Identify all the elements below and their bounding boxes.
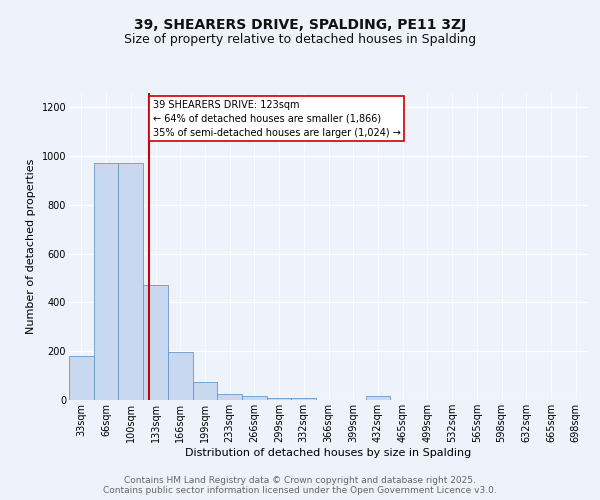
Bar bbox=[118, 164, 143, 400]
Bar bbox=[217, 394, 242, 400]
X-axis label: Distribution of detached houses by size in Spalding: Distribution of detached houses by size … bbox=[185, 448, 472, 458]
Bar bbox=[168, 352, 193, 400]
Y-axis label: Number of detached properties: Number of detached properties bbox=[26, 158, 36, 334]
Bar bbox=[267, 398, 292, 400]
Bar bbox=[193, 382, 217, 400]
Bar bbox=[143, 286, 168, 400]
Bar bbox=[69, 356, 94, 400]
Text: 39 SHEARERS DRIVE: 123sqm
← 64% of detached houses are smaller (1,866)
35% of se: 39 SHEARERS DRIVE: 123sqm ← 64% of detac… bbox=[152, 100, 400, 138]
Bar bbox=[94, 164, 118, 400]
Bar bbox=[242, 396, 267, 400]
Bar bbox=[365, 396, 390, 400]
Text: Size of property relative to detached houses in Spalding: Size of property relative to detached ho… bbox=[124, 32, 476, 46]
Text: 39, SHEARERS DRIVE, SPALDING, PE11 3ZJ: 39, SHEARERS DRIVE, SPALDING, PE11 3ZJ bbox=[134, 18, 466, 32]
Text: Contains HM Land Registry data © Crown copyright and database right 2025.
Contai: Contains HM Land Registry data © Crown c… bbox=[103, 476, 497, 495]
Bar bbox=[292, 398, 316, 400]
